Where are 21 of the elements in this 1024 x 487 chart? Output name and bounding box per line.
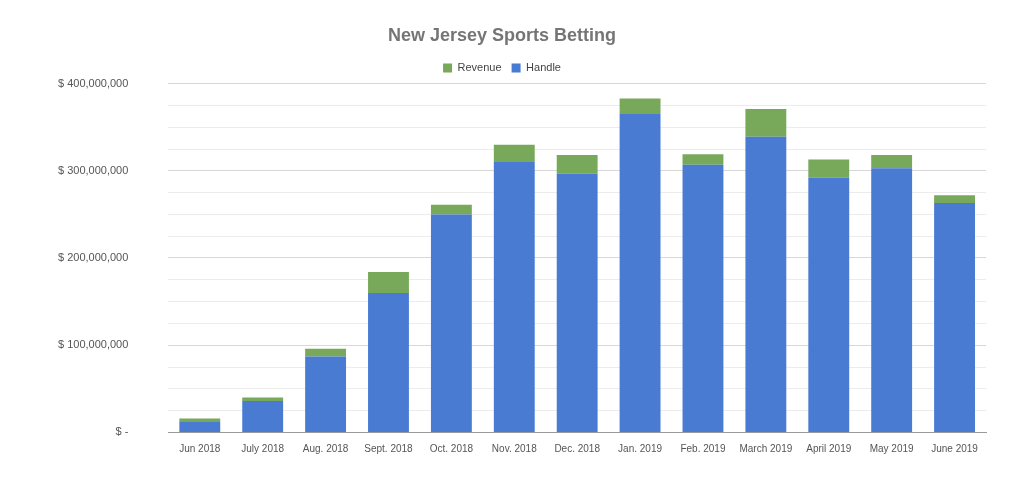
x-tick-label: April 2019	[806, 443, 852, 455]
x-tick-label: Sept. 2018	[364, 443, 414, 455]
x-tick-label: Aug. 2018	[302, 443, 349, 455]
y-tick-label: $ 200,000,000	[57, 251, 129, 264]
legend-label: Revenue	[457, 61, 502, 74]
x-tick-label: March 2019	[739, 443, 793, 455]
y-tick-label: $ -	[115, 425, 129, 438]
chart-title: New Jersey Sports Betting	[387, 24, 617, 45]
x-tick-label: Oct. 2018	[429, 443, 474, 455]
x-tick-label: Dec. 2018	[554, 443, 601, 455]
x-tick-label: July 2018	[241, 443, 285, 455]
y-tick-label: $ 100,000,000	[57, 338, 129, 351]
x-tick-label: Jun 2018	[179, 443, 221, 455]
y-tick-label: $ 400,000,000	[57, 76, 129, 89]
x-tick-label: Feb. 2019	[680, 443, 726, 455]
x-tick-label: Nov. 2018	[491, 443, 538, 455]
x-tick-label: Jan. 2019	[618, 443, 663, 455]
x-tick-label: May 2019	[869, 443, 915, 455]
legend-label: Handle	[526, 61, 561, 74]
x-tick-label: June 2019	[931, 443, 979, 455]
y-tick-label: $ 300,000,000	[57, 163, 129, 176]
